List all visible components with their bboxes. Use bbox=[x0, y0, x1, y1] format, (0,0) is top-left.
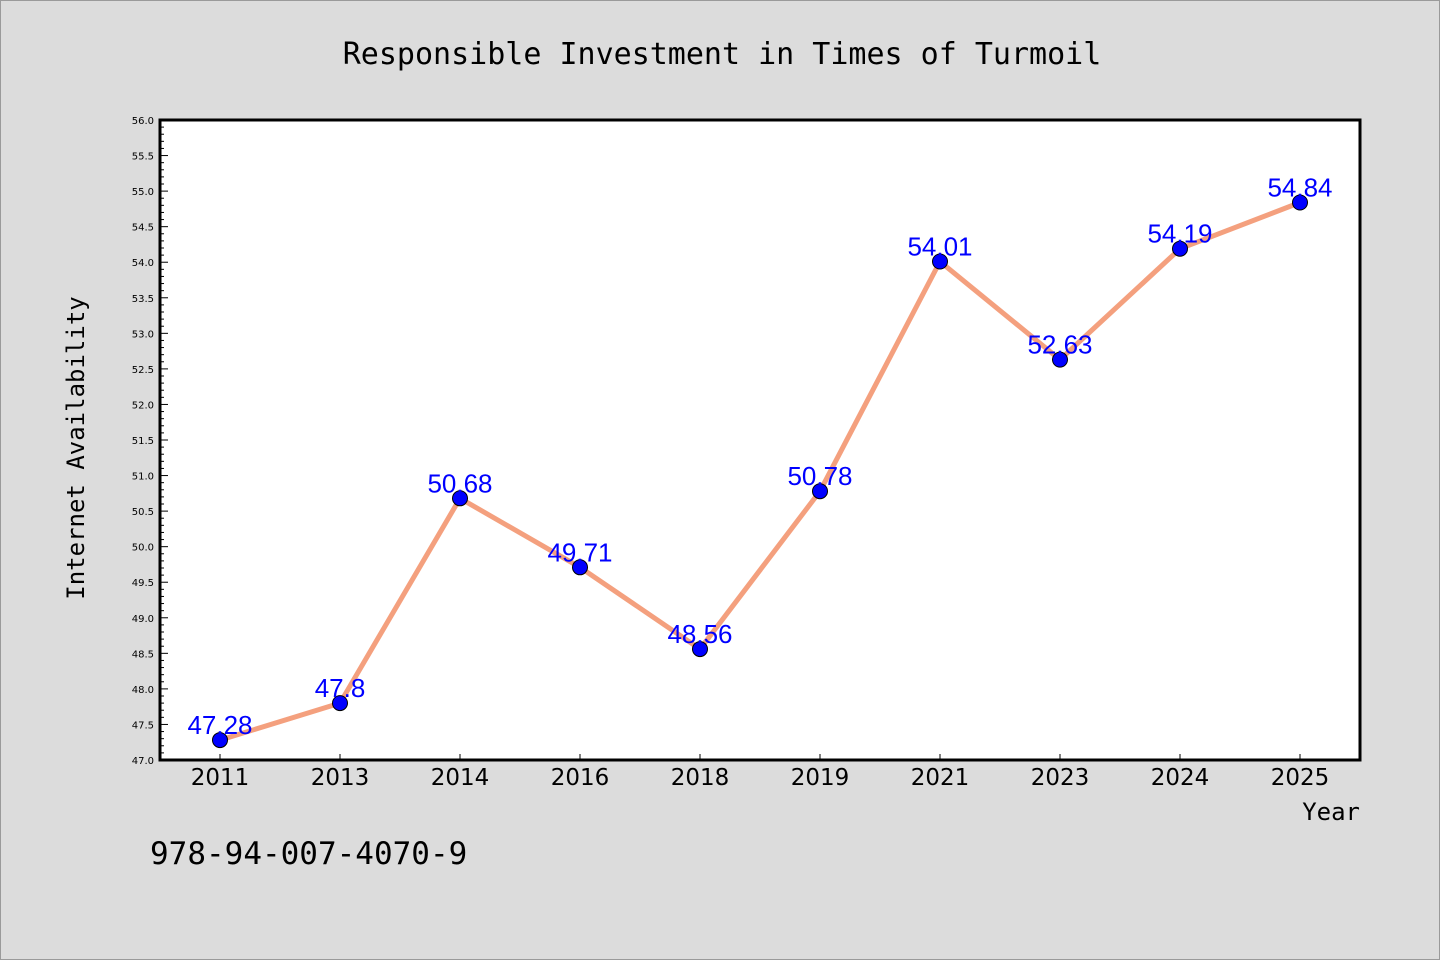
data-point bbox=[1052, 351, 1068, 368]
x-tick-label: 2023 bbox=[1031, 765, 1090, 791]
x-tick-label: 2021 bbox=[911, 765, 970, 791]
plot-area bbox=[160, 120, 1360, 760]
y-tick-label: 49.5 bbox=[132, 578, 154, 589]
data-label: 47.28 bbox=[187, 710, 252, 740]
y-tick-label: 51.5 bbox=[132, 436, 154, 447]
y-tick-label: 49.0 bbox=[132, 614, 154, 625]
data-label: 48.56 bbox=[667, 619, 732, 649]
x-tick-label: 2013 bbox=[311, 765, 370, 791]
data-label: 54.19 bbox=[1147, 219, 1212, 249]
series-line bbox=[217, 199, 1303, 743]
x-tick-label: 2024 bbox=[1151, 765, 1210, 791]
x-tick-label: 2016 bbox=[551, 765, 610, 791]
y-tick-label: 53.0 bbox=[132, 329, 154, 340]
chart-title: Responsible Investment in Times of Turmo… bbox=[343, 37, 1102, 72]
y-tick-label: 47.0 bbox=[132, 756, 154, 767]
plot-border bbox=[158, 118, 1362, 762]
isbn-annotation: 978-94-007-4070-9 bbox=[150, 836, 467, 872]
data-label: 54.84 bbox=[1267, 172, 1332, 202]
y-tick-label: 52.0 bbox=[132, 400, 154, 411]
data-label: 52.63 bbox=[1027, 330, 1092, 360]
data-label: 50.78 bbox=[787, 461, 852, 491]
series-layer bbox=[212, 194, 1308, 749]
y-tick-label: 48.5 bbox=[132, 649, 154, 660]
data-point bbox=[1172, 240, 1188, 257]
y-axis-label: Internet Availability bbox=[62, 296, 90, 599]
x-tick-label: 2019 bbox=[791, 765, 850, 791]
data-label: 49.71 bbox=[547, 537, 612, 567]
y-tick-label: 55.5 bbox=[132, 152, 154, 163]
x-tick-label: 2025 bbox=[1271, 765, 1330, 791]
data-point bbox=[572, 559, 588, 576]
data-label: 47.8 bbox=[315, 673, 366, 703]
x-axis-label: Year bbox=[1302, 798, 1360, 826]
y-tick-label: 47.5 bbox=[132, 720, 154, 731]
y-tick-label: 53.5 bbox=[132, 294, 154, 305]
data-label: 54.01 bbox=[907, 232, 972, 262]
data-label: 50.68 bbox=[427, 468, 492, 498]
data-point bbox=[932, 253, 948, 270]
y-tick-label: 50.0 bbox=[132, 543, 154, 554]
x-tick-label: 2018 bbox=[671, 765, 730, 791]
data-point bbox=[692, 641, 708, 658]
y-tick-label: 56.0 bbox=[132, 116, 154, 127]
data-point bbox=[812, 483, 828, 500]
y-tick-label: 54.5 bbox=[132, 223, 154, 234]
x-axis: 2011 2013 2014 2016 2018 2019 2021 2023 2024 2025 bbox=[191, 754, 1330, 791]
y-tick-label: 52.5 bbox=[132, 365, 154, 376]
y-tick-label: 50.5 bbox=[132, 507, 154, 518]
x-tick-label: 2011 bbox=[191, 765, 250, 791]
y-tick-label: 54.0 bbox=[132, 258, 154, 269]
data-point bbox=[452, 490, 468, 507]
y-tick-label: 55.0 bbox=[132, 187, 154, 198]
data-point bbox=[332, 695, 348, 712]
x-tick-label: 2014 bbox=[431, 765, 490, 791]
data-labels: 47.28 47.8 50.68 49.71 48.56 50.78 54.01 52.63 5… bbox=[187, 172, 1332, 740]
y-tick-label: 51.0 bbox=[132, 472, 154, 483]
data-point bbox=[212, 732, 228, 749]
y-tick-label: 48.0 bbox=[132, 685, 154, 696]
data-point bbox=[1292, 194, 1308, 211]
